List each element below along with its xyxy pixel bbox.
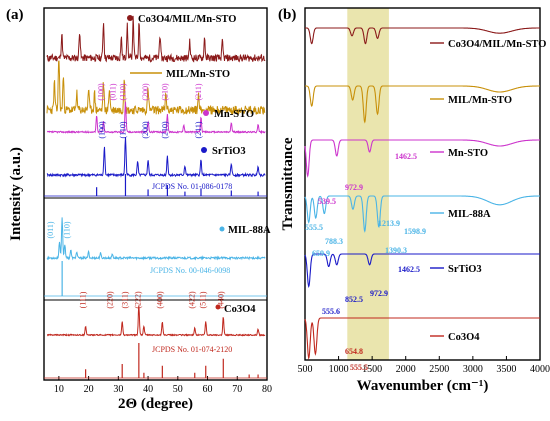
x-axis-title: Wavenumber (cm⁻¹) [357, 378, 489, 394]
legend-mil88a: MIL-88A [228, 225, 271, 236]
ftir-trace-srtio3 [304, 253, 540, 289]
x-tick-label: 3500 [496, 364, 516, 375]
hkl-label-mil88a: (011) [46, 221, 55, 238]
x-tick-label: 40 [143, 384, 153, 395]
x-tick-label: 30 [113, 384, 123, 395]
legend-mn-sto: Mn-STO [214, 109, 254, 120]
hkl-label-srtio3: (100) [97, 121, 106, 139]
hkl-label-co3o4: (422) [188, 291, 197, 309]
peak-label-mil88a: 788.3 [325, 237, 343, 246]
hkl-label-mn_sto: (100) [96, 83, 105, 101]
legend-marker-srtio3 [201, 147, 207, 153]
legend-srtio3: SrTiO3 [212, 146, 246, 157]
xrd-trace-co3o4 [46, 305, 266, 337]
xrd-trace-mil_mnsto [46, 60, 266, 117]
legend-co3o4: Co3O4 [448, 332, 480, 343]
x-tick-label: 500 [298, 364, 313, 375]
hkl-label-co3o4: (220) [105, 291, 114, 309]
legend-co3o4: Co3O4 [224, 304, 256, 315]
hkl-label-co3o4: (222) [134, 291, 143, 309]
hkl-label-co3o4: (111) [79, 291, 88, 308]
peak-label-mn_sto: 972.9 [345, 183, 363, 192]
ftir-trace-mn_sto [304, 139, 540, 178]
legend-jcpds-co3o4: JCPDS No. 01-074-2120 [152, 345, 232, 354]
hkl-label-srtio3: (200) [141, 121, 150, 139]
legend-marker-mil88a [219, 226, 225, 232]
legend-jcpds-mil88a: JCPDS No. 00-046-0098 [150, 266, 230, 275]
legend-mil_mnsto: MIL/Mn-STO [448, 95, 512, 106]
panel-b-label: (b) [278, 7, 296, 23]
x-tick-label: 4000 [530, 364, 550, 375]
legend-marker-co3o4 [215, 304, 221, 310]
legend-jcpds-srtio3: JCPDS No. 01-086-0178 [152, 182, 232, 191]
peak-label-co3o4: 555.5 [350, 363, 368, 372]
hkl-label-mn_sto: (110) [118, 83, 127, 100]
hkl-label-srtio3: (110) [118, 121, 127, 138]
peak-label-mil88a: 555.5 [305, 223, 323, 232]
x-tick-label: 1000 [329, 364, 349, 375]
panel-a-frame [43, 7, 268, 381]
peak-label-mil88a: 1213.9 [378, 219, 400, 228]
peak-label-mil88a: 1598.9 [404, 227, 426, 236]
peak-label-srtio3: 1462.5 [398, 265, 420, 274]
panel-a-label: (a) [6, 7, 24, 23]
hkl-label-mn_sto: (200) [141, 83, 150, 101]
peak-label-srtio3: 555.6 [322, 307, 340, 316]
x-tick-label: 60 [203, 384, 213, 395]
legend-mil88a: MIL-88A [448, 209, 491, 220]
x-tick-label: 10 [54, 384, 64, 395]
legend-marker-mn_sto [203, 110, 209, 116]
panel-b-frame [304, 7, 541, 361]
hkl-label-srtio3: (210) [160, 121, 169, 139]
y-axis-title: Intensity (a.u.) [8, 147, 24, 241]
peak-label-mil88a: 1390.3 [385, 246, 407, 255]
ftir-trace-mil88a [304, 195, 540, 233]
hkl-label-mn_sto: (210) [160, 83, 169, 101]
y-axis-title: Transmittance [280, 137, 296, 230]
legend-co3o4-mil-mnsto: Co3O4/MIL/Mn-STO [138, 14, 236, 25]
hkl-label-co3o4: (311) [120, 291, 129, 308]
legend-marker-co3o4_mil_mnsto [127, 15, 133, 21]
ftir-trace-co3o4 [304, 317, 540, 360]
hkl-label-mn_sto: (011) [108, 83, 117, 100]
hkl-label-co3o4: (440) [216, 291, 225, 309]
legend-srtio3: SrTiO3 [448, 264, 482, 275]
x-tick-label: 70 [232, 384, 242, 395]
x-tick-label: 50 [173, 384, 183, 395]
legend-mn_sto: Mn-STO [448, 148, 488, 159]
peak-label-srtio3: 972.9 [370, 289, 388, 298]
peak-label-mn_sto: 539.5 [318, 197, 336, 206]
xrd-trace-srtio3 [46, 137, 266, 178]
peak-label-mn_sto: 1462.5 [395, 152, 417, 161]
x-tick-label: 2000 [396, 364, 416, 375]
xrd-trace-mil88a [46, 217, 266, 261]
legend-co3o4_mil_mnsto: Co3O4/MIL/Mn-STO [448, 39, 546, 50]
hkl-label-mil88a: (110) [62, 221, 71, 238]
legend-mil-mnsto: MIL/Mn-STO [166, 69, 230, 80]
x-tick-label: 1500 [362, 364, 382, 375]
hkl-label-co3o4: (400) [155, 291, 164, 309]
highlight-band [347, 8, 389, 360]
xrd-trace-co3o4_mil_mnsto [46, 15, 266, 63]
peak-label-srtio3: 852.5 [345, 295, 363, 304]
ftir-trace-mil_mnsto [305, 85, 540, 124]
xrd-trace-mn_sto [46, 101, 266, 135]
x-tick-label: 2500 [429, 364, 449, 375]
ftir-trace-co3o4_mil_mnsto [305, 27, 540, 45]
hkl-label-co3o4: (511) [199, 291, 208, 308]
x-tick-label: 20 [84, 384, 94, 395]
panel-a-xrd: 10 20 30 40 50 60 70 80 2Θ (degree) Intensity (a.… [6, 7, 272, 412]
hkl-label-srtio3: (211) [194, 121, 203, 138]
panel-b-ftir: 500 1000 1500 2000 2500 3000 3500 4000 Wavenumbe… [278, 7, 550, 394]
peak-label-mil88a: 659.9 [312, 249, 330, 258]
x-tick-label: 80 [262, 384, 272, 395]
hkl-label-mn_sto: (211) [194, 83, 203, 100]
peak-label-co3o4: 654.8 [345, 347, 363, 356]
x-tick-label: 3000 [463, 364, 483, 375]
x-axis-title: 2Θ (degree) [118, 396, 193, 412]
